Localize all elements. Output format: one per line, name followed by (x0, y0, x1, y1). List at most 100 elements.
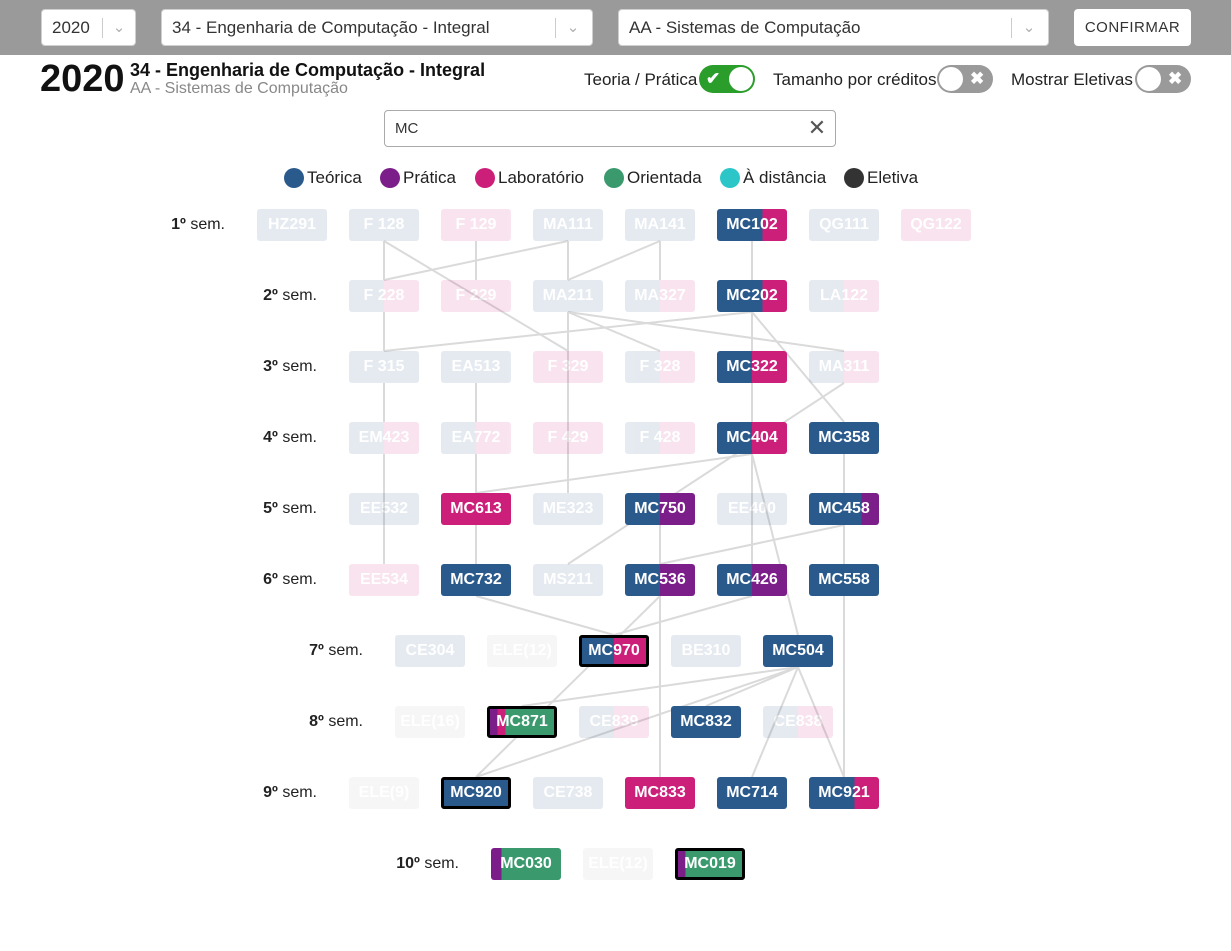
course-select[interactable]: 34 - Engenharia de Computação - Integral… (161, 9, 593, 46)
course-box-mc030[interactable]: MC030 (491, 848, 561, 880)
course-box-mc536[interactable]: MC536 (625, 564, 695, 596)
course-box-hz291[interactable]: HZ291 (257, 209, 327, 241)
prerequisite-line (475, 666, 799, 778)
semester-label: 5º sem. (263, 500, 317, 517)
semester-label: 2º sem. (263, 287, 317, 304)
course-box-mc833[interactable]: MC833 (625, 777, 695, 809)
semester-label: 6º sem. (263, 571, 317, 588)
search-input[interactable] (384, 110, 836, 147)
course-box-mc832[interactable]: MC832 (671, 706, 741, 738)
course-box-me323[interactable]: ME323 (533, 493, 603, 525)
legend-label: Laboratório (498, 168, 585, 187)
page-title: 34 - Engenharia de Computação - Integral (130, 60, 486, 80)
clear-search-icon[interactable]: ✕ (807, 115, 827, 140)
toggle-knob (729, 67, 753, 91)
course-box-ele12[interactable]: ELE(12) (583, 848, 653, 880)
course-box-mc921[interactable]: MC921 (809, 777, 879, 809)
chevron-down-icon[interactable]: ⌄ (566, 19, 580, 36)
course-box-mc970[interactable]: MC970 (579, 635, 649, 667)
semester-label: 9º sem. (263, 784, 317, 801)
course-box-ee400[interactable]: EE400 (717, 493, 787, 525)
course-box-mc019[interactable]: MC019 (675, 848, 745, 880)
course-box-f328[interactable]: F 328 (625, 351, 695, 383)
course-box-mc871[interactable]: MC871 (487, 706, 557, 738)
course-box-ele12[interactable]: ELE(12) (487, 635, 557, 667)
course-box-be310[interactable]: BE310 (671, 635, 741, 667)
course-box-f128[interactable]: F 128 (349, 209, 419, 241)
prerequisite-line (567, 382, 845, 565)
prerequisite-line (567, 311, 845, 352)
legend-dot (844, 168, 864, 188)
course-box-ma311[interactable]: MA311 (809, 351, 879, 383)
course-box-la122[interactable]: LA122 (809, 280, 879, 312)
track-select[interactable]: AA - Sistemas de Computação ⌄ (618, 9, 1049, 46)
course-box-f129[interactable]: F 129 (441, 209, 511, 241)
toggle-label-credit-size: Tamanho por créditos (773, 70, 937, 89)
course-box-ce839[interactable]: CE839 (579, 706, 649, 738)
course-box-mc558[interactable]: MC558 (809, 564, 879, 596)
course-select-value: 34 - Engenharia de Computação - Integral (172, 18, 490, 37)
prerequisite-line (751, 453, 799, 636)
course-box-mc426[interactable]: MC426 (717, 564, 787, 596)
course-box-ma211[interactable]: MA211 (533, 280, 603, 312)
page-subtitle: AA - Sistemas de Computação (130, 80, 348, 97)
semester-label: 1º sem. (171, 216, 225, 233)
course-box-ea772[interactable]: EA772 (441, 422, 511, 454)
course-box-ea513[interactable]: EA513 (441, 351, 511, 383)
course-box-mc920[interactable]: MC920 (441, 777, 511, 809)
course-box-f228[interactable]: F 228 (349, 280, 419, 312)
legend-dot (380, 168, 400, 188)
course-box-ms211[interactable]: MS211 (533, 564, 603, 596)
theory-practice-toggle[interactable]: ✔ (699, 65, 755, 93)
close-icon: ✖ (970, 69, 985, 88)
course-box-ee532[interactable]: EE532 (349, 493, 419, 525)
year-select[interactable]: 2020 ⌄ (41, 9, 136, 46)
course-box-qg111[interactable]: QG111 (809, 209, 879, 241)
show-electives-toggle[interactable]: ✖ (1135, 65, 1191, 93)
course-box-mc358[interactable]: MC358 (809, 422, 879, 454)
course-box-ce838[interactable]: CE838 (763, 706, 833, 738)
prerequisite-line (613, 595, 753, 636)
prerequisite-line (475, 595, 615, 636)
chevron-down-icon[interactable]: ⌄ (112, 19, 126, 36)
toggle-label-theory-practice: Teoria / Prática (584, 70, 698, 89)
course-box-mc750[interactable]: MC750 (625, 493, 695, 525)
course-box-qg122[interactable]: QG122 (901, 209, 971, 241)
prerequisite-line (475, 595, 661, 778)
course-box-ce738[interactable]: CE738 (533, 777, 603, 809)
year-select-value: 2020 (52, 18, 90, 37)
course-box-ma111[interactable]: MA111 (533, 209, 603, 241)
course-box-f429[interactable]: F 429 (533, 422, 603, 454)
prerequisite-line (567, 311, 661, 352)
chevron-down-icon[interactable]: ⌄ (1022, 19, 1036, 36)
semester-label: 3º sem. (263, 358, 317, 375)
credit-size-toggle[interactable]: ✖ (937, 65, 993, 93)
legend-label: Eletiva (867, 168, 919, 187)
course-box-mc458[interactable]: MC458 (809, 493, 879, 525)
course-box-mc504[interactable]: MC504 (763, 635, 833, 667)
course-box-mc714[interactable]: MC714 (717, 777, 787, 809)
course-box-f315[interactable]: F 315 (349, 351, 419, 383)
course-box-mc613[interactable]: MC613 (441, 493, 511, 525)
course-box-mc322[interactable]: MC322 (717, 351, 787, 383)
course-box-ele9[interactable]: ELE(9) (349, 777, 419, 809)
course-box-em423[interactable]: EM423 (349, 422, 419, 454)
prerequisite-line (659, 524, 845, 565)
course-box-ele16[interactable]: ELE(16) (395, 706, 465, 738)
course-box-f229[interactable]: F 229 (441, 280, 511, 312)
check-icon: ✔ (706, 69, 721, 88)
course-box-mc202[interactable]: MC202 (717, 280, 787, 312)
course-box-ma327[interactable]: MA327 (625, 280, 695, 312)
course-box-ce304[interactable]: CE304 (395, 635, 465, 667)
prerequisite-line (751, 666, 799, 778)
prerequisite-line (751, 311, 845, 423)
course-box-f428[interactable]: F 428 (625, 422, 695, 454)
course-box-f329[interactable]: F 329 (533, 351, 603, 383)
confirm-button[interactable]: CONFIRMAR (1074, 9, 1191, 46)
course-box-mc102[interactable]: MC102 (717, 209, 787, 241)
select-separator (555, 18, 556, 38)
course-box-ee534[interactable]: EE534 (349, 564, 419, 596)
course-box-ma141[interactable]: MA141 (625, 209, 695, 241)
course-box-mc732[interactable]: MC732 (441, 564, 511, 596)
course-box-mc404[interactable]: MC404 (717, 422, 787, 454)
